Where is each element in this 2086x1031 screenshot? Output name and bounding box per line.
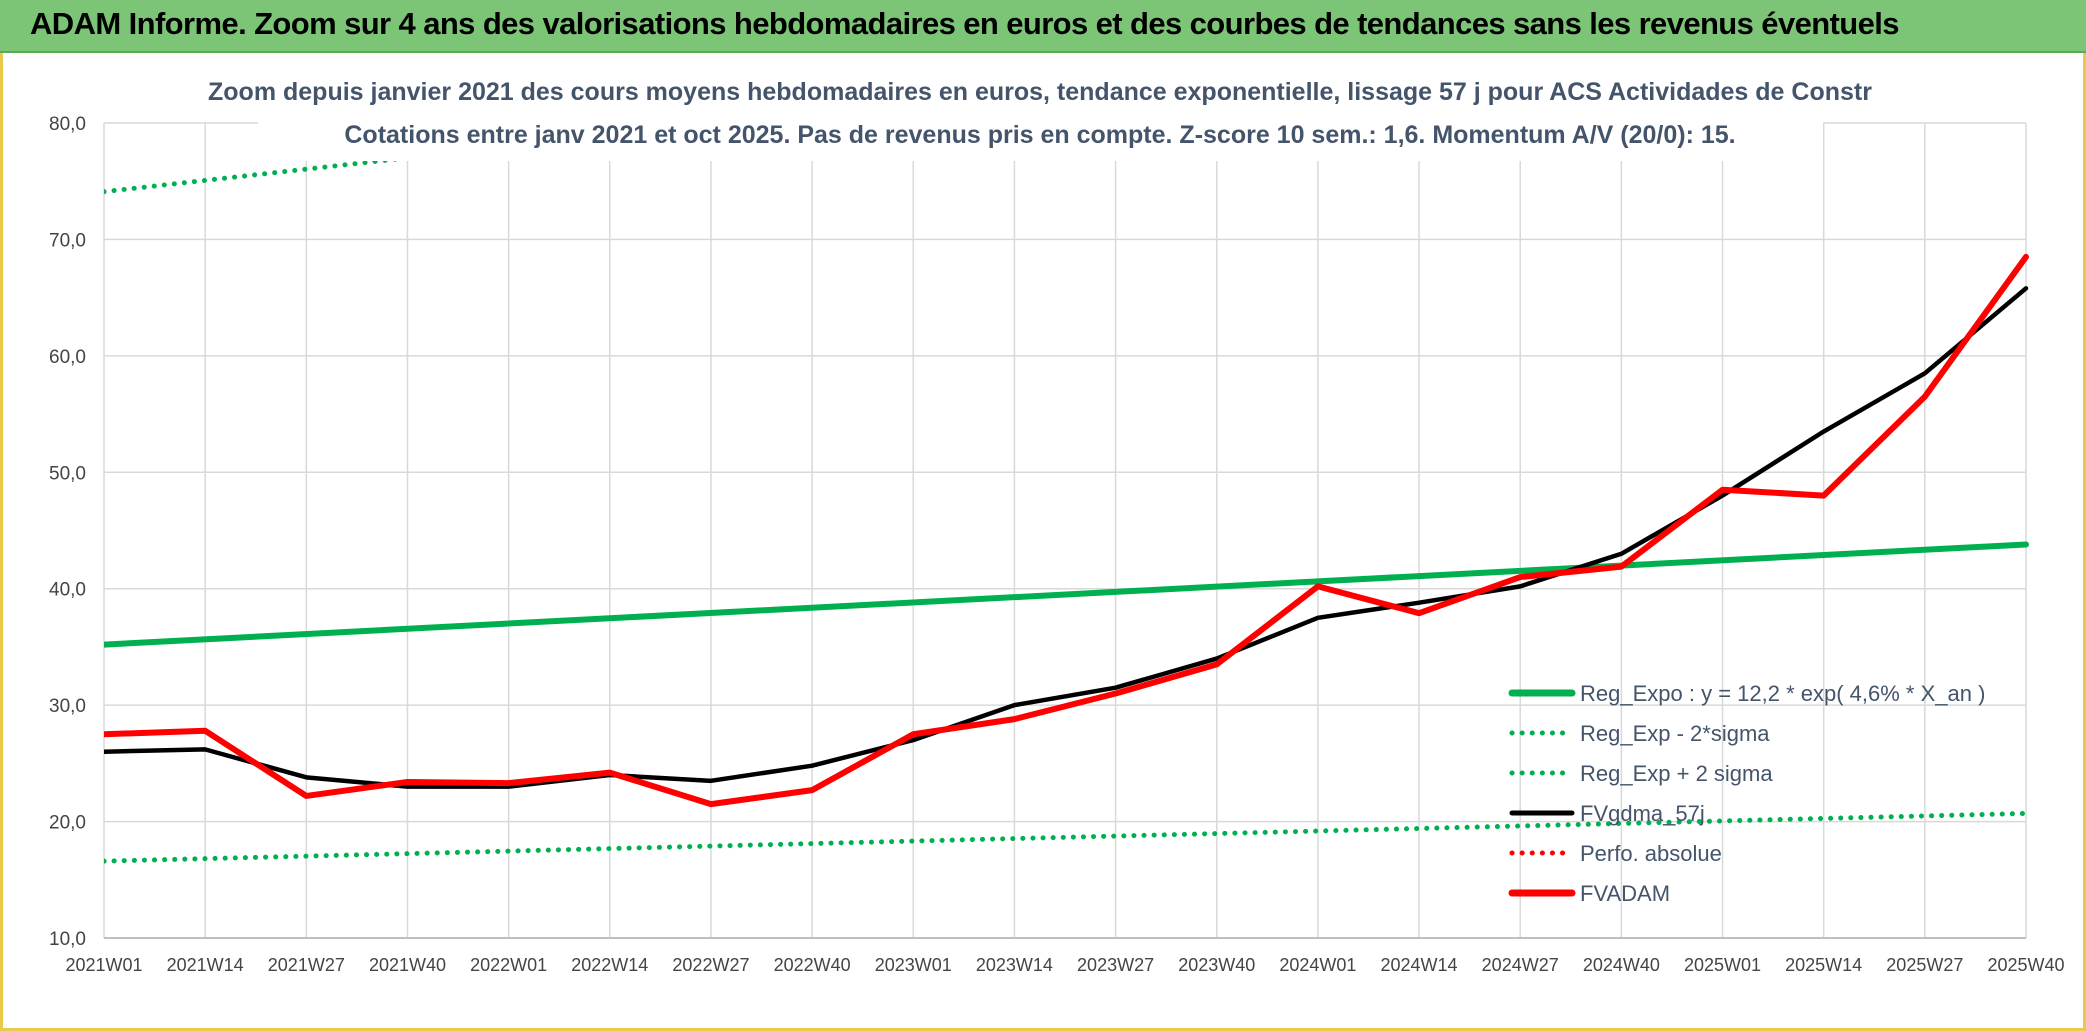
y-tick-label: 10,0: [49, 929, 86, 950]
y-tick-label: 70,0: [49, 230, 86, 251]
chart-title: Zoom depuis janvier 2021 des cours moyen…: [208, 78, 1872, 106]
x-tick-label: 2021W14: [167, 955, 244, 975]
x-tick-label: 2021W27: [268, 955, 345, 975]
x-tick-label: 2024W40: [1583, 955, 1660, 975]
x-tick-label: 2022W01: [470, 955, 547, 975]
x-tick-label: 2022W27: [672, 955, 749, 975]
title-background: [258, 57, 1823, 161]
x-tick-label: 2023W01: [875, 955, 952, 975]
x-tick-label: 2022W14: [571, 955, 648, 975]
x-tick-label: 2024W14: [1381, 955, 1458, 975]
x-tick-label: 2024W01: [1279, 955, 1356, 975]
x-tick-label: 2023W14: [976, 955, 1053, 975]
series-line: [104, 810, 2029, 864]
y-tick-label: 50,0: [49, 463, 86, 484]
y-tick-label: 40,0: [49, 580, 86, 601]
legend-entry: Reg_Expo : y = 12,2 * exp( 4,6% * X_an ): [1580, 681, 1985, 706]
legend-entry: Reg_Exp + 2 sigma: [1580, 761, 1773, 786]
x-tick-label: 2024W27: [1482, 955, 1559, 975]
x-tick-label: 2021W01: [65, 955, 142, 975]
x-tick-label: 2025W01: [1684, 955, 1761, 975]
legend-entry: Perfo. absolue: [1580, 841, 1722, 866]
report-banner: ADAM Informe. Zoom sur 4 ans des valoris…: [0, 0, 2086, 53]
series-line: [104, 286, 2029, 789]
y-tick-label: 30,0: [49, 696, 86, 717]
x-tick-label: 2023W40: [1178, 955, 1255, 975]
y-tick-label: 80,0: [49, 114, 86, 135]
x-tick-label: 2023W27: [1077, 955, 1154, 975]
chart-subtitle: Cotations entre janv 2021 et oct 2025. P…: [344, 121, 1735, 149]
legend-entry: FVADAM: [1580, 881, 1670, 906]
x-tick-label: 2021W40: [369, 955, 446, 975]
legend-entry: FVgdma_57j: [1580, 801, 1705, 826]
x-tick-label: 2025W40: [1987, 955, 2064, 975]
x-tick-label: 2022W40: [774, 955, 851, 975]
series-line: [104, 253, 2029, 808]
x-tick-label: 2025W14: [1785, 955, 1862, 975]
legend-entry: Reg_Exp - 2*sigma: [1580, 721, 1770, 746]
y-tick-label: 60,0: [49, 347, 86, 368]
x-tick-label: 2025W27: [1886, 955, 1963, 975]
trend-chart: 10,0 20,0 30,0 40,0 50,0 60,0 70,0 80,0 2021W01 2…: [49, 57, 2065, 975]
series-line: [104, 541, 2029, 648]
y-tick-label: 20,0: [49, 813, 86, 834]
report-title: ADAM Informe. Zoom sur 4 ans des valoris…: [30, 6, 1900, 41]
